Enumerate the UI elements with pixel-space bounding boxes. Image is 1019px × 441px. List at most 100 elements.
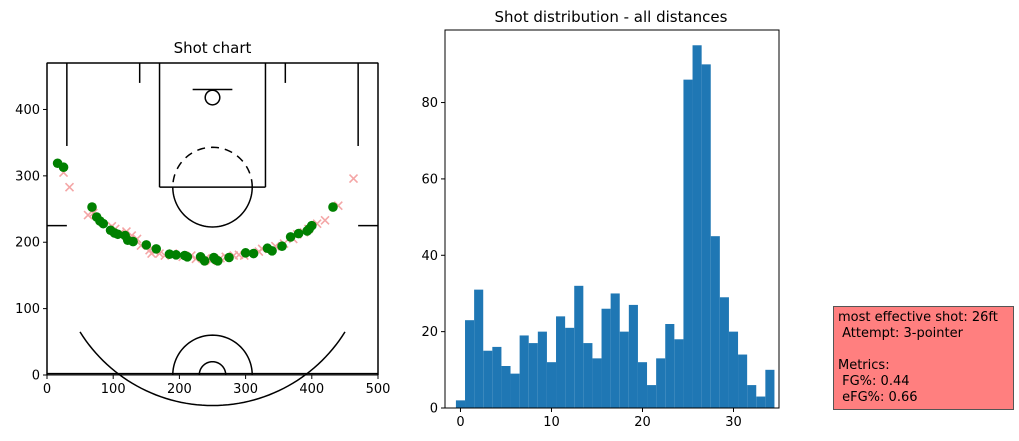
made-shot-marker	[199, 256, 210, 266]
y-tick-label: 20	[421, 325, 438, 340]
histogram-bar	[719, 297, 729, 408]
made-shot-marker	[171, 250, 181, 260]
y-tick-label: 80	[421, 96, 438, 111]
y-tick-label: 300	[15, 169, 40, 184]
histogram-bar	[756, 396, 766, 408]
histogram-bar	[701, 64, 711, 408]
histogram-bar	[601, 308, 611, 408]
made-shot-marker	[98, 218, 109, 229]
shot-chart-x-ticks: 0 100 200 300 400 500	[43, 375, 391, 397]
histogram-bar	[501, 366, 511, 408]
histogram-bar	[619, 331, 629, 408]
missed-shots	[58, 167, 359, 266]
x-tick-label: 200	[167, 382, 192, 397]
histogram-frame	[444, 29, 780, 409]
histogram-y-ticks: 0 20 40 60 80	[421, 96, 445, 417]
shot-chart-frame	[46, 62, 379, 376]
histogram-bar	[747, 385, 757, 408]
made-shots	[52, 158, 338, 266]
made-shot-marker	[58, 162, 69, 173]
missed-shot-marker	[320, 215, 330, 225]
y-tick-label: 40	[421, 249, 438, 264]
histogram-x-ticks: 0 10 20 30	[456, 408, 742, 430]
histogram-bar	[546, 362, 557, 408]
y-tick-label: 0	[32, 369, 40, 384]
histogram-bar	[765, 369, 775, 408]
center-circle-inner	[198, 360, 227, 376]
made-shot-marker	[277, 241, 287, 252]
histogram-bar	[610, 293, 620, 408]
made-shot-marker	[212, 256, 223, 266]
histogram-bar	[519, 335, 529, 408]
made-shot-marker	[248, 248, 259, 259]
histogram-bar	[683, 79, 693, 409]
histogram-bar	[728, 331, 739, 408]
histogram-bar	[455, 400, 466, 408]
missed-shot-marker	[348, 173, 359, 184]
histogram-bar	[665, 324, 675, 408]
x-tick-label: 400	[299, 382, 324, 397]
histogram-bar	[647, 385, 657, 408]
histogram-axes: Shot distribution - all distances 0 10 20 3…	[421, 8, 780, 430]
made-shot-marker	[293, 228, 304, 239]
y-tick-label: 400	[15, 103, 40, 118]
three-point-arc	[79, 331, 346, 407]
histogram-bar	[556, 316, 566, 408]
x-tick-label: 500	[366, 382, 391, 397]
made-shot-marker	[267, 246, 277, 256]
y-tick-label: 60	[421, 172, 438, 187]
shot-chart-title: Shot chart	[174, 39, 252, 57]
hoop	[204, 89, 221, 106]
histogram-bar	[492, 346, 502, 408]
histogram-bar	[656, 358, 666, 408]
histogram-bar	[528, 343, 538, 408]
histogram-bar	[565, 327, 575, 408]
made-shot-marker	[128, 236, 138, 247]
x-tick-label: 20	[634, 415, 651, 430]
histogram-bar	[674, 339, 684, 408]
made-shot-marker	[151, 244, 162, 254]
made-shot-marker	[240, 248, 251, 258]
histogram-bar	[583, 343, 593, 408]
made-shot-marker	[328, 202, 338, 212]
made-shot-marker	[141, 240, 152, 250]
histogram-bars	[455, 45, 775, 409]
histogram-bar	[465, 320, 475, 408]
made-shot-marker	[182, 252, 193, 262]
made-shot-marker	[87, 202, 97, 212]
missed-shot-marker	[83, 210, 93, 220]
histogram-bar	[574, 285, 584, 408]
histogram-bar	[510, 373, 520, 408]
x-tick-label: 30	[725, 415, 742, 430]
made-shot-marker	[285, 232, 296, 242]
histogram-bar	[474, 289, 484, 408]
center-circle-outer	[172, 334, 253, 376]
free-throw-circle-lower	[172, 187, 253, 228]
histogram-bar	[710, 236, 720, 408]
shot-chart-y-ticks: 0 100 200 300 400	[15, 103, 47, 384]
x-tick-label: 100	[101, 382, 126, 397]
x-tick-label: 300	[233, 382, 258, 397]
histogram-bar	[592, 358, 602, 408]
histogram-title: Shot distribution - all distances	[495, 8, 728, 26]
made-shot-marker	[224, 252, 234, 263]
shot-chart-axes: Shot chart 0 100 200 300 400 500 0 100 200 300 40…	[15, 39, 391, 407]
histogram-bar	[637, 362, 648, 408]
y-tick-label: 0	[430, 402, 438, 417]
x-tick-label: 0	[456, 415, 464, 430]
y-tick-label: 200	[15, 236, 40, 251]
histogram-bar	[483, 350, 493, 408]
histogram-bar	[628, 304, 638, 408]
effectiveness-annotation: most effective shot: 26ft Attempt: 3-poi…	[833, 306, 1014, 410]
histogram-bar	[537, 331, 547, 408]
histogram-bar	[692, 45, 702, 408]
free-throw-circle-upper	[172, 146, 253, 188]
y-tick-label: 100	[15, 302, 40, 317]
x-tick-label: 10	[543, 415, 560, 430]
missed-shot-marker	[64, 182, 75, 192]
x-tick-label: 0	[43, 382, 51, 397]
made-shot-marker	[307, 220, 317, 231]
made-shot-marker	[113, 229, 123, 240]
histogram-bar	[738, 354, 748, 408]
